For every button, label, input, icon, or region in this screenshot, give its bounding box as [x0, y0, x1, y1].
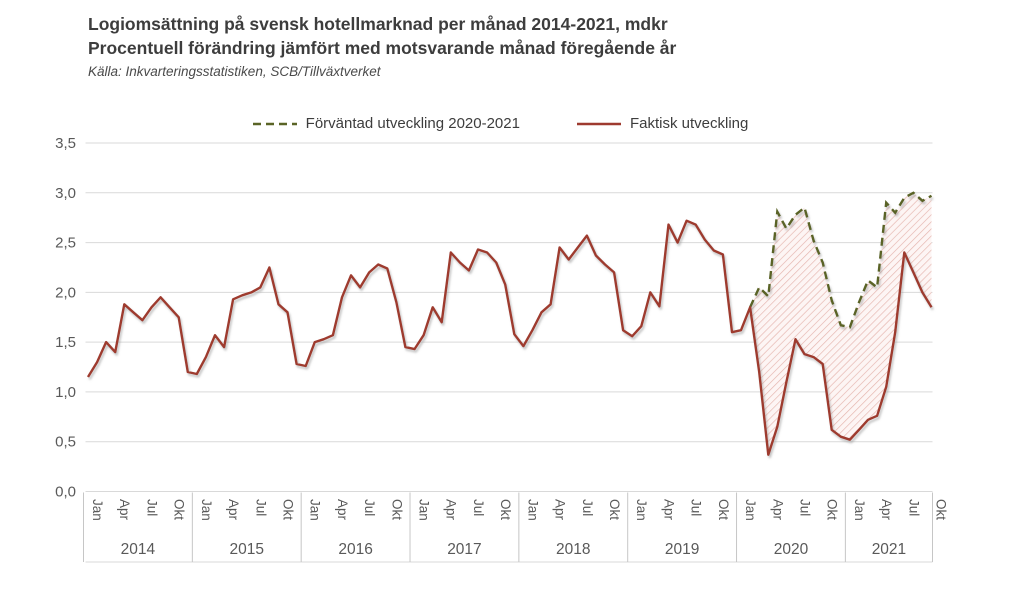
x-month-label: Apr	[770, 499, 785, 521]
y-tick-label: 2,5	[55, 235, 76, 252]
y-tick-label: 2,0	[55, 284, 76, 301]
x-year-label: 2014	[121, 541, 156, 558]
x-month-label: Okt	[280, 499, 295, 520]
x-month-label: Apr	[226, 499, 241, 521]
x-month-label: Jul	[362, 499, 377, 516]
x-month-label: Okt	[607, 499, 622, 520]
title-block: Logiomsättning på svensk hotellmarknad p…	[88, 12, 676, 79]
x-month-label: Jul	[144, 499, 159, 516]
x-month-label: Okt	[389, 499, 404, 520]
x-year-label: 2019	[665, 541, 699, 558]
x-month-label: Jan	[743, 499, 758, 521]
x-month-label: Okt	[498, 499, 513, 520]
x-month-label: Jul	[797, 499, 812, 516]
x-month-label: Apr	[444, 499, 459, 521]
x-month-label: Okt	[716, 499, 731, 520]
legend-label-expected: Förväntad utveckling 2020-2021	[305, 115, 520, 132]
solid-line-sample-icon	[576, 122, 621, 125]
y-tick-label: 0,5	[55, 434, 76, 451]
x-month-label: Okt	[934, 499, 949, 520]
expected-vs-actual-gap-fill	[750, 192, 932, 455]
x-month-label: Jan	[90, 499, 105, 521]
x-month-label: Jul	[580, 499, 595, 516]
x-month-label: Jan	[308, 499, 323, 521]
expected-line	[749, 191, 933, 329]
y-tick-label: 1,5	[55, 334, 76, 351]
y-tick-label: 1,0	[55, 384, 76, 401]
x-month-label: Apr	[117, 499, 132, 521]
x-year-label: 2017	[447, 541, 481, 558]
x-year-label: 2018	[556, 541, 590, 558]
legend-item-actual: Faktisk utveckling	[576, 115, 748, 132]
y-tick-label: 3,0	[55, 185, 76, 202]
x-month-label: Jan	[525, 499, 540, 521]
y-tick-label: 0,0	[55, 484, 76, 501]
actual-line	[86, 219, 933, 456]
x-year-label: 2016	[338, 541, 372, 558]
x-year-label: 2020	[774, 541, 809, 558]
dashed-line-sample-icon	[252, 122, 297, 125]
x-month-label: Apr	[661, 499, 676, 521]
x-month-label: Jan	[417, 499, 432, 521]
y-tick-label: 3,5	[55, 135, 76, 152]
chart-title: Logiomsättning på svensk hotellmarknad p…	[88, 14, 668, 34]
x-year-label: 2021	[872, 541, 906, 558]
x-month-label: Jul	[689, 499, 704, 516]
x-month-label: Jul	[471, 499, 486, 516]
x-month-label: Jul	[253, 499, 268, 516]
x-month-label: Jul	[906, 499, 921, 516]
x-month-label: Apr	[335, 499, 350, 521]
x-year-label: 2015	[230, 541, 264, 558]
x-month-label: Apr	[879, 499, 894, 521]
legend-label-actual: Faktisk utveckling	[629, 115, 749, 132]
x-month-label: Jan	[634, 499, 649, 521]
x-month-label: Okt	[172, 499, 187, 520]
x-month-label: Jan	[852, 499, 867, 521]
x-month-label: Jan	[199, 499, 214, 521]
legend-item-expected: Förväntad utveckling 2020-2021	[252, 115, 520, 132]
legend: Förväntad utveckling 2020-2021 Faktisk u…	[0, 115, 1000, 132]
x-month-label: Okt	[825, 499, 840, 520]
chart-subtitle: Procentuell förändring jämfört med motsv…	[88, 38, 677, 58]
chart-source: Källa: Inkvarteringsstatistiken, SCB/Til…	[88, 64, 381, 79]
x-month-label: Apr	[553, 499, 568, 521]
